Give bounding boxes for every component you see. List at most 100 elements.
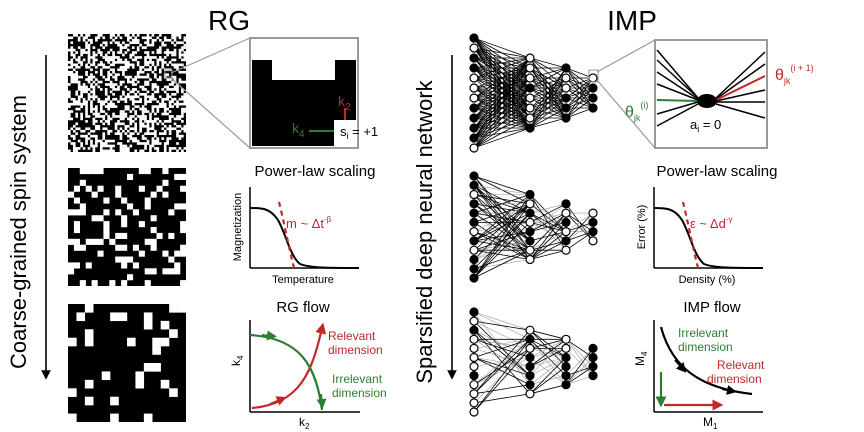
spin-up-cell (131, 41, 135, 45)
spin-up-cell (122, 68, 125, 72)
spin-up-cell (163, 124, 167, 128)
spin-up-cell (80, 75, 83, 79)
spin-up-cell (154, 73, 157, 76)
spin-up-cell (156, 78, 160, 81)
spin-up-cell (168, 105, 172, 108)
spin-up-cell (168, 129, 172, 133)
spin-up-cell (119, 110, 123, 113)
spin-up-cell (154, 129, 157, 133)
spin-up-cell (104, 100, 108, 104)
spin-up-cell (122, 61, 125, 64)
spin-up-cell (171, 53, 174, 57)
spin-up-cell (171, 115, 174, 118)
spin-up-cell (90, 78, 93, 81)
spin-up-cell (92, 63, 96, 67)
spin-up-cell (173, 122, 177, 126)
spin-up-cell (149, 144, 152, 148)
spin-up-cell (156, 117, 160, 121)
spin-up-cell (119, 58, 123, 62)
spin-up-cell (90, 102, 93, 106)
spin-up-cell (136, 56, 140, 59)
spin-up-cell (109, 68, 113, 72)
spin-up-cell (144, 58, 147, 62)
spin-up-cell (92, 58, 96, 62)
spin-up-cell (87, 93, 91, 96)
spin-up-cell (168, 102, 172, 106)
spin-up-cell (99, 120, 103, 123)
spin-up-cell (104, 105, 108, 108)
network-node (469, 227, 479, 237)
spin-up-cell (75, 115, 79, 118)
spin-up-cell (171, 105, 174, 108)
spin-up-cell (72, 147, 76, 150)
spin-up-cell (92, 85, 96, 89)
spin-up-cell (75, 127, 79, 131)
spin-up-cell (103, 197, 110, 204)
spin-up-cell (151, 93, 155, 96)
spin-up-cell (151, 144, 155, 148)
spin-up-cell (144, 132, 147, 135)
spin-up-cell (131, 58, 135, 62)
spin-up-cell (131, 132, 135, 135)
spin-up-cell (99, 107, 103, 111)
spin-up-cell (166, 93, 169, 96)
spin-up-cell (156, 185, 163, 192)
spin-up-cell (146, 80, 150, 84)
rg-zoom-box (249, 37, 359, 149)
spin-up-cell (151, 142, 155, 145)
spin-up-cell (85, 70, 88, 74)
spin-up-cell (91, 215, 98, 222)
spin-up-cell (168, 100, 172, 104)
spin-up-cell (82, 129, 86, 133)
spin-up-cell (176, 117, 179, 121)
network-node (469, 83, 479, 93)
spin-up-cell (131, 107, 135, 111)
spin-up-cell (85, 78, 88, 81)
spin-up-cell (82, 85, 86, 89)
network-node (588, 208, 598, 218)
imp-irrelevant-label: Irrelevant dimension (678, 326, 733, 354)
spin-up-cell (109, 105, 113, 108)
spin-up-cell (181, 53, 184, 57)
spin-up-cell (166, 127, 169, 131)
spin-up-cell (75, 70, 79, 74)
spin-up-cell (134, 149, 138, 153)
spin-up-cell (173, 34, 177, 37)
spin-up-cell (68, 388, 77, 397)
spin-up-cell (139, 107, 142, 111)
spin-up-cell (131, 95, 135, 99)
spin-up-cell (146, 43, 150, 47)
network-node (469, 264, 479, 274)
spin-up-cell (75, 80, 79, 84)
spin-up-cell (139, 68, 142, 72)
spin-up-cell (156, 58, 160, 62)
spin-up-cell (87, 43, 91, 47)
spin-up-cell (72, 48, 76, 52)
spin-up-cell (114, 124, 118, 128)
spin-up-cell (178, 124, 182, 128)
spin-up-cell (178, 137, 182, 140)
spin-up-cell (77, 75, 81, 79)
network-node (469, 113, 479, 123)
spin-up-cell (97, 51, 101, 54)
spin-up-cell (68, 112, 71, 116)
spin-up-cell (127, 124, 130, 128)
spin-up-cell (104, 90, 108, 94)
spin-up-cell (107, 105, 110, 108)
spin-up-cell (127, 34, 130, 37)
spin-up-cell (82, 36, 86, 40)
spin-up-cell (99, 51, 103, 54)
spin-up-cell (68, 337, 77, 347)
spin-up-cell (107, 70, 110, 74)
network-node (588, 73, 598, 83)
spin-up-cell (139, 93, 142, 96)
spin-up-cell (180, 244, 187, 251)
network-node (469, 93, 479, 103)
spin-up-cell (97, 34, 101, 37)
spin-up-cell (107, 102, 110, 106)
spin-up-cell (154, 38, 157, 42)
spin-up-cell (102, 149, 106, 153)
spin-up-cell (134, 139, 138, 143)
spin-up-cell (158, 68, 162, 72)
spin-up-cell (156, 105, 160, 108)
